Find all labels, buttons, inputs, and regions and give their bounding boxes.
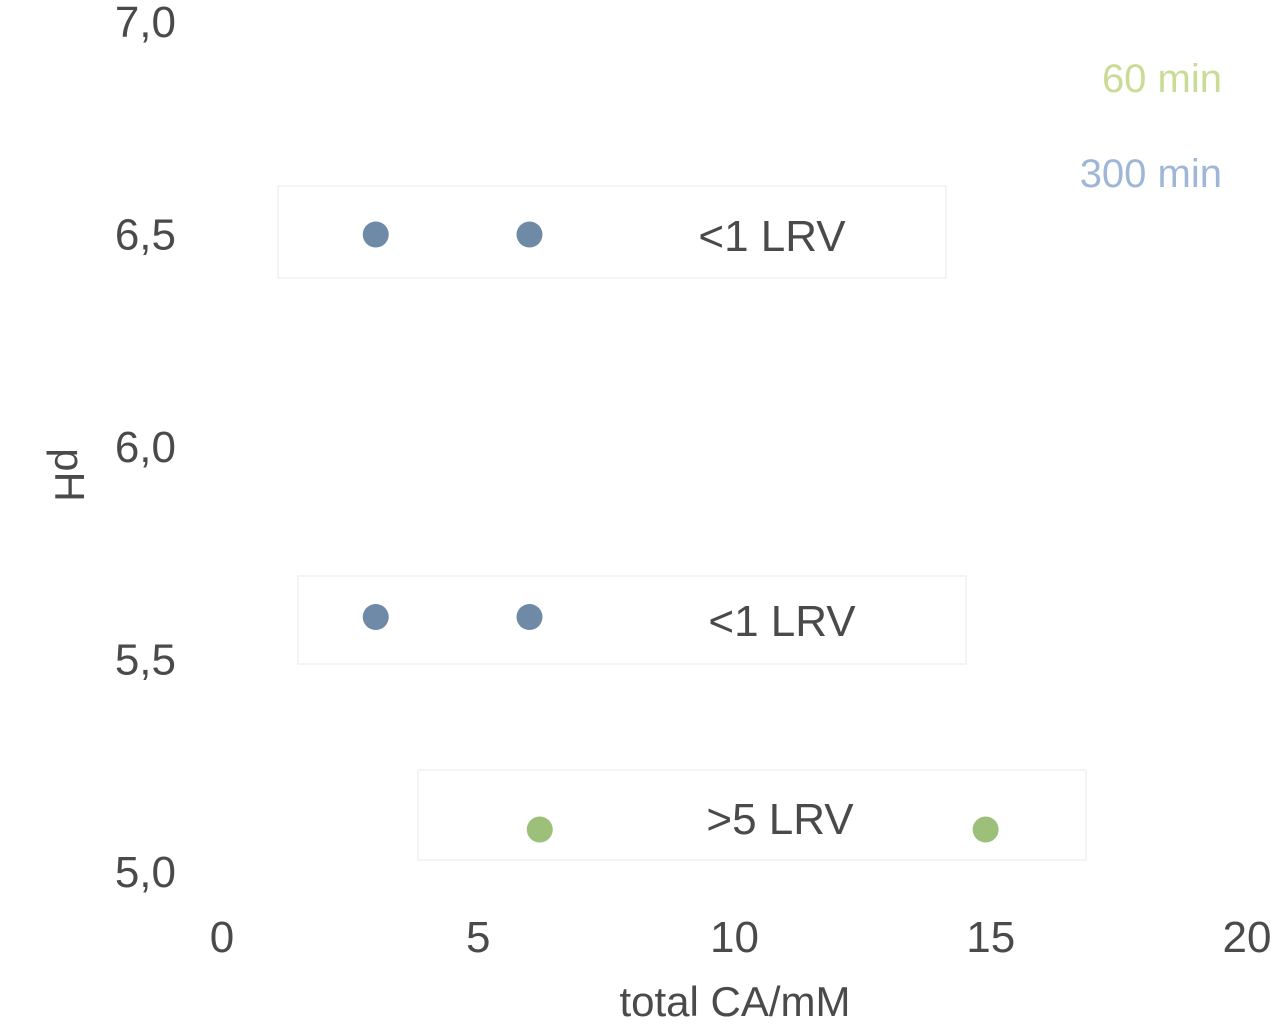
- point-60-min: [972, 816, 999, 843]
- point-300-min: [362, 221, 389, 248]
- annotation-box-bottom: [417, 769, 1087, 861]
- x-axis-title: total CA/mM: [619, 978, 850, 1025]
- annotation-box-top: [277, 185, 947, 279]
- x-tick-label: 20: [1223, 913, 1272, 962]
- x-tick-label: 5: [466, 913, 490, 962]
- annotation-label-top: <1 LRV: [698, 212, 846, 261]
- annotation-box-middle: [297, 575, 967, 665]
- y-tick-label: 6,5: [115, 211, 176, 260]
- y-tick-label: 6,0: [115, 423, 176, 472]
- annotation-label-bottom: >5 LRV: [706, 795, 854, 844]
- x-tick-label: 0: [210, 913, 234, 962]
- x-axis-ticks: 0 5 10 15 20: [210, 913, 1272, 962]
- annotation-label-middle: <1 LRV: [708, 597, 856, 646]
- legend: 60 min 300 min: [1080, 57, 1222, 196]
- x-tick-label: 10: [710, 913, 759, 962]
- point-300-min: [362, 604, 389, 630]
- y-tick-label: 5,5: [115, 636, 176, 685]
- point-60-min: [526, 816, 553, 843]
- legend-label-300-min: 300 min: [1080, 152, 1222, 196]
- x-tick-label: 15: [966, 913, 1015, 962]
- point-300-min: [516, 221, 543, 248]
- y-tick-label: 7,0: [115, 0, 176, 47]
- data-points: [362, 221, 999, 843]
- y-axis-ticks: 5,0 5,5 6,0 6,5 7,0: [115, 0, 176, 897]
- annotation-regions: <1 LRV <1 LRV >5 LRV: [277, 185, 1087, 861]
- y-axis-title: pH: [46, 448, 93, 502]
- y-tick-label: 5,0: [115, 848, 176, 897]
- legend-label-60-min: 60 min: [1102, 57, 1222, 101]
- point-300-min: [516, 604, 543, 630]
